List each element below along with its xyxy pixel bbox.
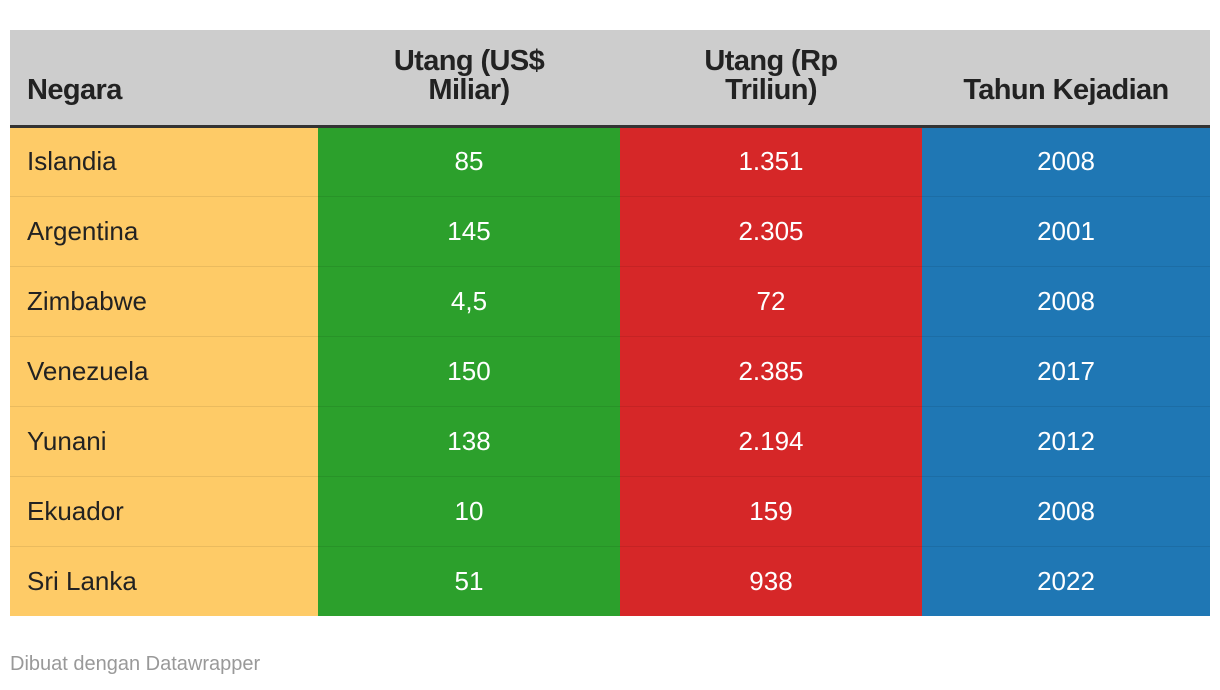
- cell-negara: Yunani: [10, 406, 318, 477]
- table-row: Argentina 145 2.305 2001: [10, 196, 1210, 267]
- cell-tahun: 2008: [922, 476, 1210, 547]
- cell-negara: Ekuador: [10, 476, 318, 547]
- cell-negara: Venezuela: [10, 336, 318, 407]
- cell-negara: Islandia: [10, 126, 318, 197]
- header-utang-usd-label: Utang (US$ Miliar): [393, 44, 545, 106]
- cell-utang-rp: 1.351: [620, 126, 922, 197]
- cell-utang-usd: 51: [318, 546, 620, 616]
- cell-negara: Zimbabwe: [10, 266, 318, 337]
- cell-utang-rp: 2.194: [620, 406, 922, 477]
- cell-negara: Sri Lanka: [10, 546, 318, 616]
- cell-tahun: 2001: [922, 196, 1210, 267]
- table-row: Islandia 85 1.351 2008: [10, 126, 1210, 197]
- cell-utang-usd: 145: [318, 196, 620, 267]
- cell-utang-rp: 2.305: [620, 196, 922, 267]
- cell-utang-usd: 4,5: [318, 266, 620, 337]
- header-row: Negara Utang (US$ Miliar) Utang (Rp Tril…: [10, 30, 1210, 128]
- cell-utang-usd: 138: [318, 406, 620, 477]
- cell-tahun: 2012: [922, 406, 1210, 477]
- cell-utang-rp: 159: [620, 476, 922, 547]
- table-row: Yunani 138 2.194 2012: [10, 406, 1210, 477]
- table-row: Ekuador 10 159 2008: [10, 476, 1210, 547]
- header-negara[interactable]: Negara: [10, 30, 318, 128]
- header-utang-rp-label: Utang (Rp Triliun): [704, 44, 838, 106]
- cell-utang-rp: 2.385: [620, 336, 922, 407]
- debt-table: Negara Utang (US$ Miliar) Utang (Rp Tril…: [10, 30, 1210, 616]
- table-row: Sri Lanka 51 938 2022: [10, 546, 1210, 616]
- header-tahun-kejadian[interactable]: Tahun Kejadian: [922, 30, 1210, 128]
- table-row: Zimbabwe 4,5 72 2008: [10, 266, 1210, 337]
- cell-negara: Argentina: [10, 196, 318, 267]
- header-utang-usd[interactable]: Utang (US$ Miliar): [318, 30, 620, 128]
- cell-utang-usd: 85: [318, 126, 620, 197]
- table-row: Venezuela 150 2.385 2017: [10, 336, 1210, 407]
- datawrapper-credit[interactable]: Dibuat dengan Datawrapper: [10, 653, 261, 675]
- cell-utang-rp: 72: [620, 266, 922, 337]
- cell-utang-rp: 938: [620, 546, 922, 616]
- cell-tahun: 2017: [922, 336, 1210, 407]
- cell-tahun: 2022: [922, 546, 1210, 616]
- cell-tahun: 2008: [922, 126, 1210, 197]
- header-utang-rp[interactable]: Utang (Rp Triliun): [620, 30, 922, 128]
- cell-utang-usd: 10: [318, 476, 620, 547]
- cell-utang-usd: 150: [318, 336, 620, 407]
- cell-tahun: 2008: [922, 266, 1210, 337]
